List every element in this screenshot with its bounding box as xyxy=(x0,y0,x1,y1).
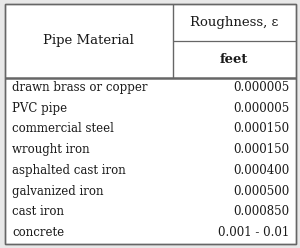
Text: asphalted cast iron: asphalted cast iron xyxy=(12,164,126,177)
Text: wrought iron: wrought iron xyxy=(12,143,90,156)
Text: 0.000150: 0.000150 xyxy=(233,122,290,135)
Text: feet: feet xyxy=(220,53,248,66)
Text: 0.000400: 0.000400 xyxy=(233,164,290,177)
Text: commercial steel: commercial steel xyxy=(12,122,114,135)
Text: 0.000150: 0.000150 xyxy=(233,143,290,156)
Text: galvanized iron: galvanized iron xyxy=(12,185,104,198)
Text: 0.000005: 0.000005 xyxy=(233,101,290,115)
Text: drawn brass or copper: drawn brass or copper xyxy=(12,81,148,94)
Text: 0.000005: 0.000005 xyxy=(233,81,290,94)
Text: 0.001 - 0.01: 0.001 - 0.01 xyxy=(218,226,290,239)
Text: concrete: concrete xyxy=(12,226,64,239)
Text: Roughness, ε: Roughness, ε xyxy=(190,16,278,29)
Text: 0.000500: 0.000500 xyxy=(233,185,290,198)
Text: cast iron: cast iron xyxy=(12,205,64,218)
Text: Pipe Material: Pipe Material xyxy=(43,34,134,47)
Text: PVC pipe: PVC pipe xyxy=(12,101,67,115)
Text: 0.000850: 0.000850 xyxy=(233,205,290,218)
